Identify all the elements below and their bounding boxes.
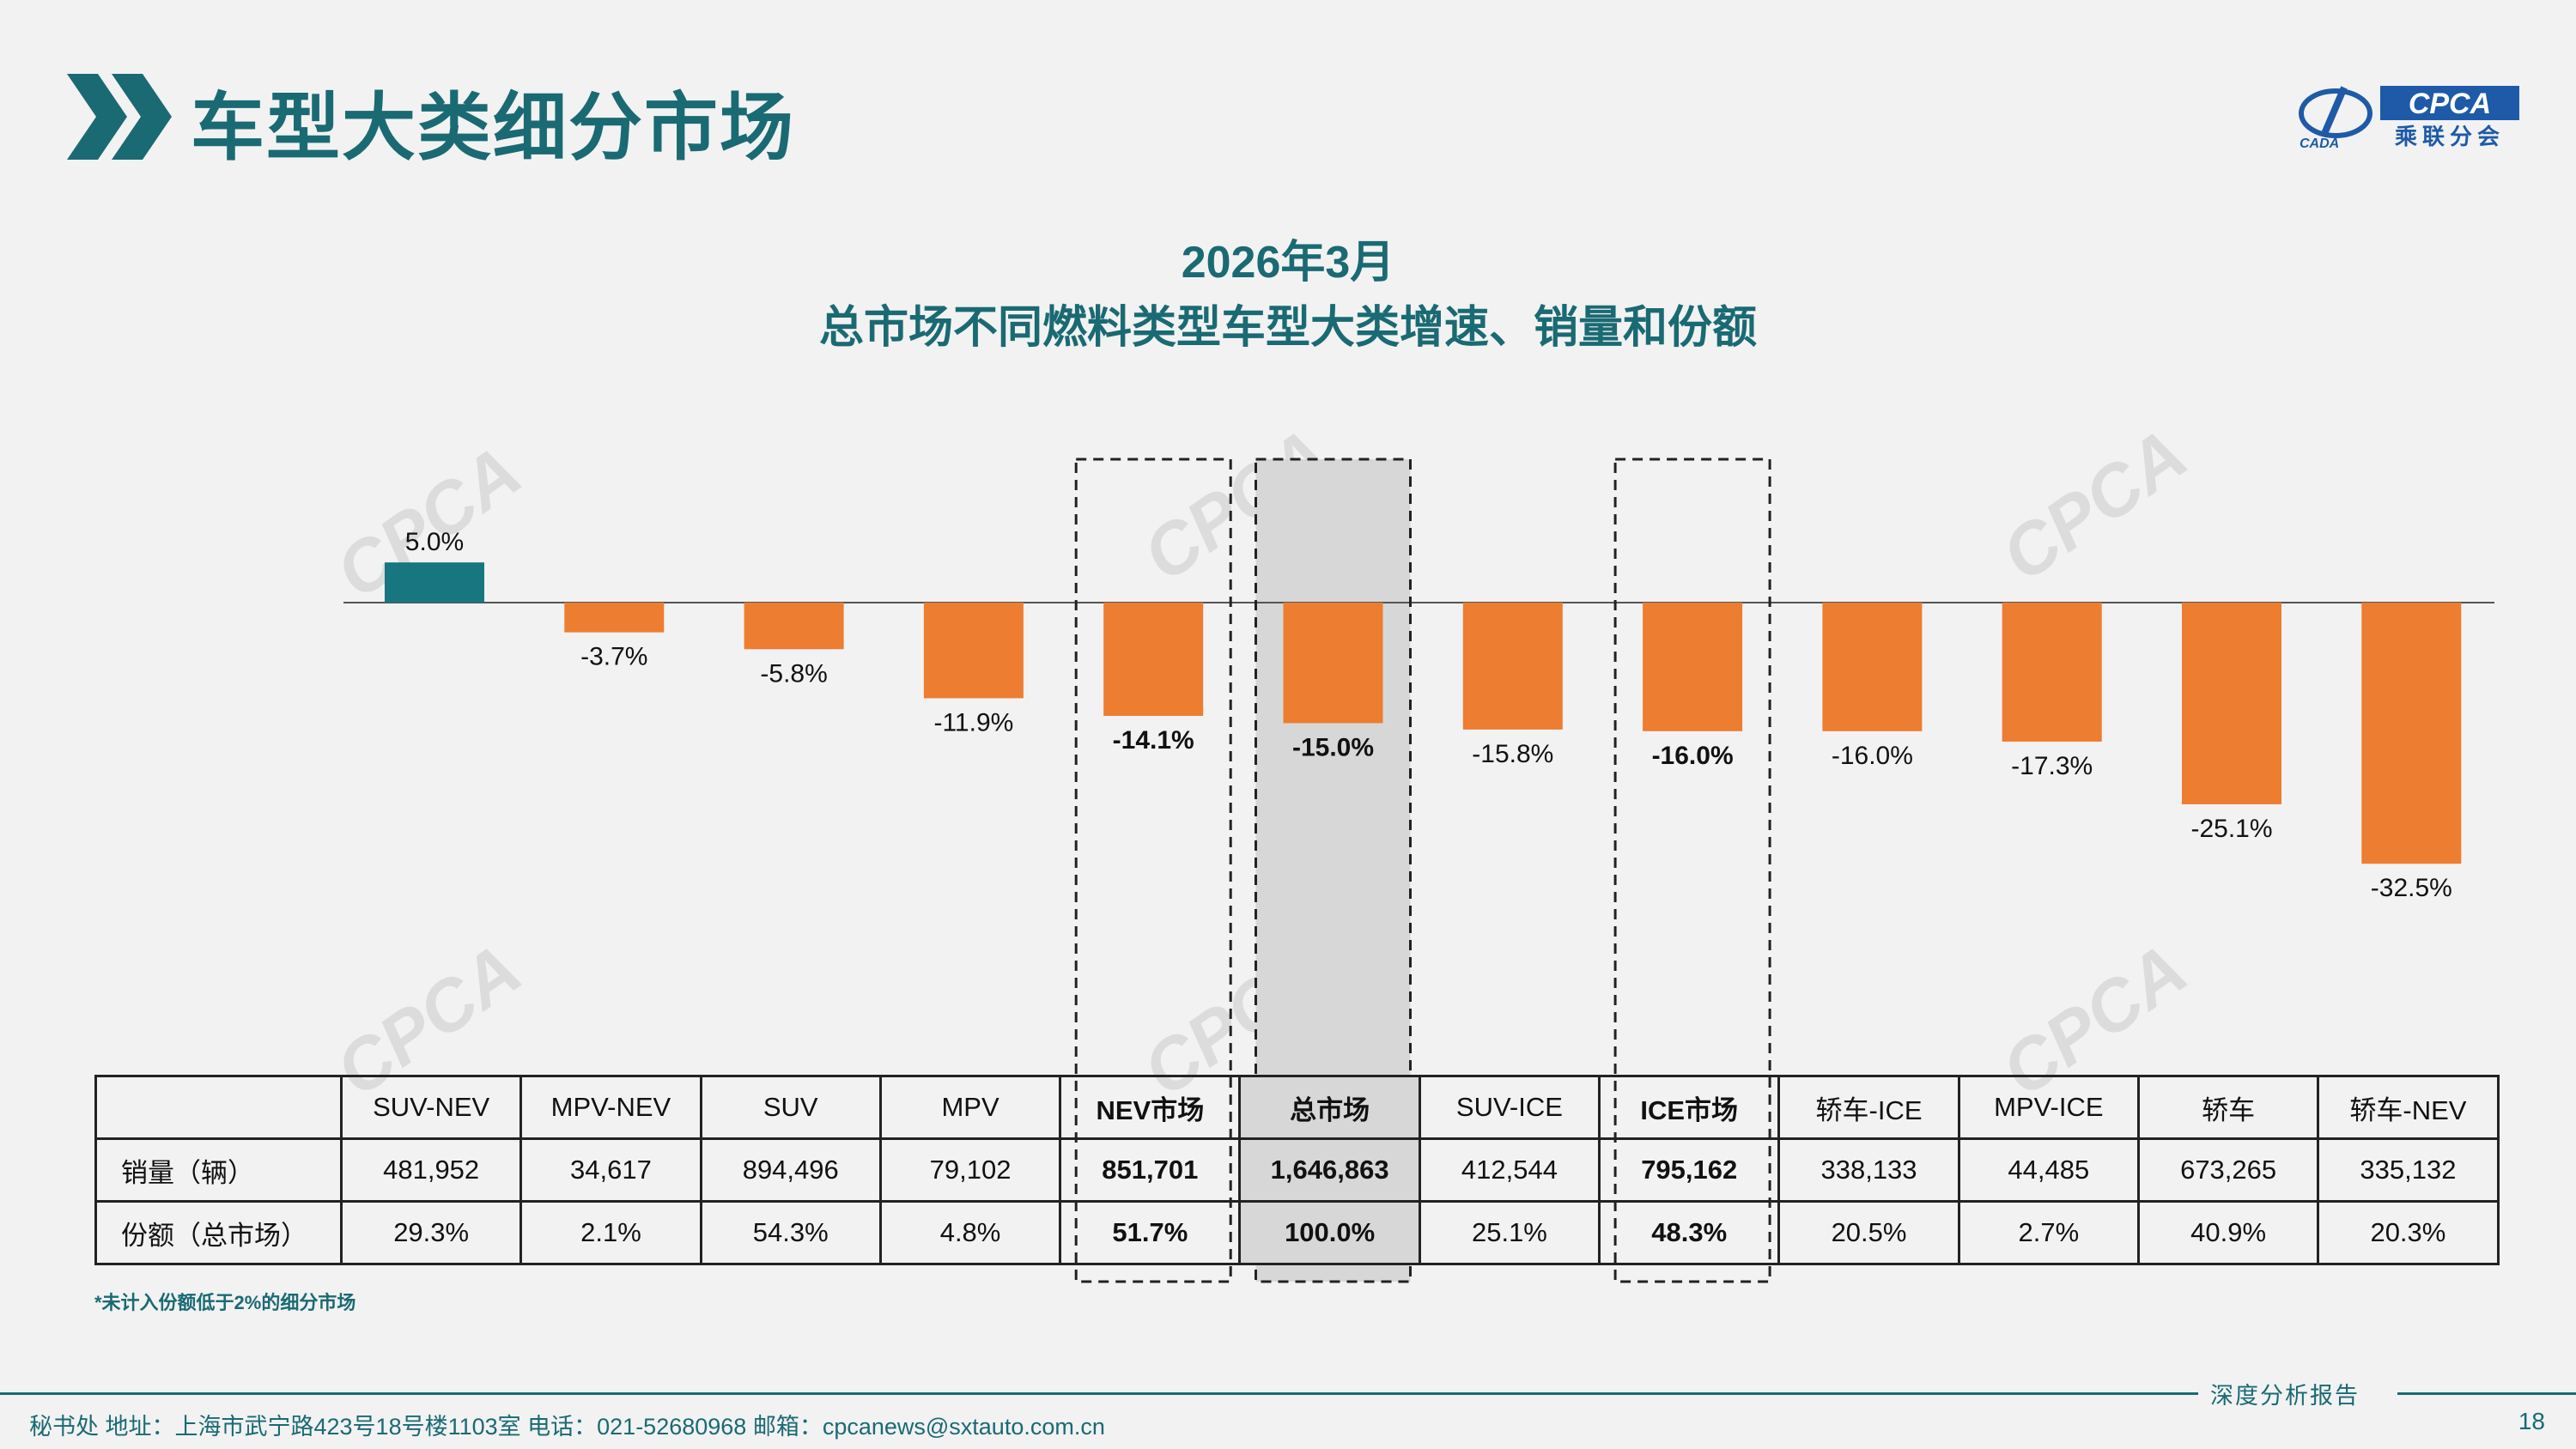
sales-cell: 894,496 (699, 1137, 882, 1203)
sales-cell: 34,617 (519, 1137, 702, 1203)
sales-cell: 44,485 (1957, 1137, 2140, 1203)
column-header: MPV-ICE (1957, 1075, 2140, 1140)
highlight-box (1613, 458, 1771, 1283)
data-label-7: -15.8% (1472, 740, 1553, 768)
bar-7 (1462, 603, 1563, 730)
column-header: 轿车-ICE (1777, 1075, 1960, 1140)
share-cell: 29.3% (339, 1200, 523, 1265)
data-label-12: -32.5% (2371, 874, 2452, 902)
column-header: 总市场 (1238, 1075, 1421, 1140)
share-cell: 25.1% (1418, 1200, 1601, 1265)
bar-4 (923, 603, 1024, 699)
column-header: SUV-ICE (1418, 1075, 1601, 1140)
cpca-logo: CPCA 乘联分会 CADA (2299, 86, 2519, 149)
data-label-11: -25.1% (2190, 815, 2272, 843)
table-row-shares: 份额（总市场） 29.3% 2.1% 54.3% 4.8% 51.7% 100.0% 25.1… (94, 1200, 2500, 1265)
data-label-10: -17.3% (2011, 752, 2093, 780)
share-cell: 20.3% (2317, 1200, 2500, 1265)
column-header: SUV (699, 1075, 882, 1140)
data-label-9: -16.0% (1832, 742, 1913, 770)
bar-8 (1643, 603, 1743, 731)
sales-cell: 1,646,863 (1238, 1137, 1421, 1203)
chart-title-line1: 2026年3月 (1181, 238, 1395, 288)
page-title: 车型大类细分市场 (191, 87, 795, 169)
share-cell: 51.7% (1059, 1200, 1242, 1265)
data-label-8: -16.0% (1652, 742, 1734, 770)
logo-subtitle: 乘联分会 (2394, 124, 2505, 149)
bar-12 (2361, 603, 2462, 864)
column-header: 轿车-NEV (2317, 1075, 2500, 1140)
chart-title-line2: 总市场不同燃料类型车型大类增速、销量和份额 (818, 303, 1757, 353)
footnote: *未计入份额低于2%的细分市场 (94, 1292, 356, 1313)
share-cell: 4.8% (878, 1200, 1062, 1265)
footer-divider (2397, 1392, 2576, 1395)
highlight-box (1074, 458, 1232, 1283)
column-header: 轿车 (2136, 1075, 2320, 1140)
highlight-box (1255, 458, 1412, 1283)
sales-cell: 79,102 (878, 1137, 1062, 1203)
sales-cell: 412,544 (1418, 1137, 1601, 1203)
table-row-sales: 销量（辆） 481,952 34,617 894,496 79,102 851,701 1,… (94, 1137, 2500, 1203)
chart-title: 2026年3月 总市场不同燃料类型车型大类增速、销量和份额 (0, 230, 2576, 361)
footer-contact: 秘书处 地址：上海市武宁路423号18号楼1103室 电话：021-526809… (29, 1414, 1105, 1440)
data-table: SUV-NEV MPV-NEV SUV MPV NEV市场 总市场 SUV-ICE ICE市场… (94, 1075, 2500, 1265)
data-label-6: -15.0% (1292, 733, 1374, 761)
sales-cell: 338,133 (1777, 1137, 1960, 1203)
data-label-4: -11.9% (933, 708, 1013, 737)
data-label-5: -14.1% (1113, 726, 1194, 755)
data-label-2: -3.7% (580, 643, 647, 671)
share-cell: 40.9% (2136, 1200, 2320, 1265)
share-cell: 2.1% (519, 1200, 702, 1265)
table-corner-cell (94, 1075, 343, 1140)
data-label-3: -5.8% (760, 659, 827, 688)
row-label-shares: 份额（总市场） (94, 1200, 343, 1265)
data-label-1: 5.0% (405, 528, 464, 556)
sales-cell: 481,952 (339, 1137, 523, 1203)
footer-divider (0, 1392, 2198, 1395)
logo-text: CPCA (2409, 88, 2491, 120)
share-cell: 100.0% (1238, 1200, 1421, 1265)
bar-6 (1283, 603, 1383, 724)
bar-1 (385, 562, 484, 603)
sales-cell: 795,162 (1598, 1137, 1781, 1203)
sales-cell: 335,132 (2317, 1137, 2500, 1203)
column-header: MPV (878, 1075, 1062, 1140)
bar-10 (2002, 603, 2102, 742)
row-label-sales: 销量（辆） (94, 1137, 343, 1203)
share-cell: 48.3% (1598, 1200, 1781, 1265)
share-cell: 20.5% (1777, 1200, 1960, 1265)
share-cell: 2.7% (1957, 1200, 2140, 1265)
share-cell: 54.3% (699, 1200, 882, 1265)
chevron-double-icon (67, 74, 172, 160)
column-header: ICE市场 (1598, 1075, 1781, 1140)
footer-report-label: 深度分析报告 (2210, 1383, 2360, 1410)
bar-11 (2182, 603, 2281, 804)
bar-5 (1103, 603, 1204, 716)
column-header: NEV市场 (1059, 1075, 1242, 1140)
sales-cell: 673,265 (2136, 1137, 2320, 1203)
column-header: MPV-NEV (519, 1075, 702, 1140)
bar-2 (564, 603, 665, 633)
page-number: 18 (2518, 1408, 2545, 1434)
bar-3 (744, 603, 844, 650)
column-header: SUV-NEV (339, 1075, 523, 1140)
bar-9 (1822, 603, 1923, 731)
logo-mark: CADA (2300, 136, 2339, 149)
sales-cell: 851,701 (1059, 1137, 1242, 1203)
table-header-row: SUV-NEV MPV-NEV SUV MPV NEV市场 总市场 SUV-ICE ICE市场… (94, 1075, 2500, 1140)
